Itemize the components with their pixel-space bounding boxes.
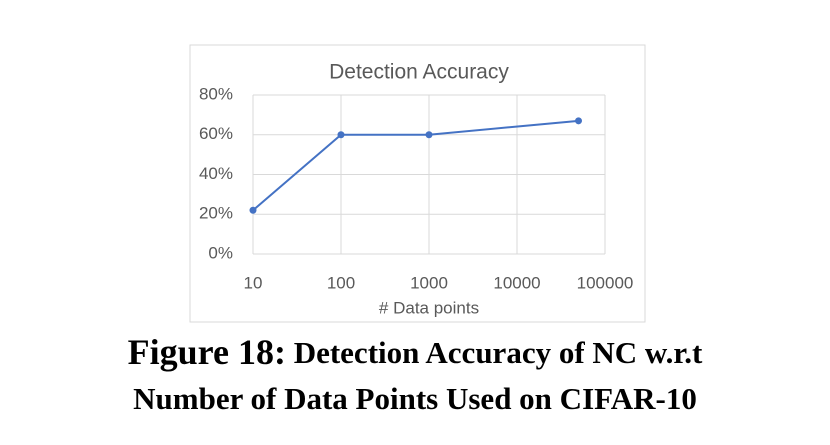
y-tick-label: 40% bbox=[199, 164, 233, 183]
data-point bbox=[337, 131, 345, 139]
chart-title: Detection Accuracy bbox=[329, 61, 509, 84]
caption-line-2: Number of Data Points Used on CIFAR-10 bbox=[133, 381, 697, 416]
y-tick-label: 80% bbox=[199, 84, 233, 103]
series-line bbox=[252, 119, 579, 212]
y-tick-label: 60% bbox=[199, 124, 233, 143]
x-tick-label: 1000 bbox=[410, 273, 448, 292]
caption-text: Detection Accuracy of NC w.r.t bbox=[294, 335, 703, 370]
x-tick-label: 10 bbox=[244, 273, 263, 292]
chart-frame bbox=[189, 44, 646, 323]
data-point bbox=[425, 131, 433, 139]
plot: 0% 20% 40% 60% 80% 10 100 1000 10000 100000 bbox=[199, 84, 633, 292]
x-tick-label: 100 bbox=[327, 273, 355, 292]
caption-line-1: Figure 18: Detection Accuracy of NC w.r.… bbox=[128, 332, 703, 372]
x-tick-label: 100000 bbox=[577, 273, 634, 292]
x-tick-label: 10000 bbox=[493, 273, 540, 292]
x-axis-label: # Data points bbox=[379, 298, 479, 317]
data-point bbox=[249, 206, 257, 214]
data-point bbox=[575, 117, 583, 125]
y-tick-label: 0% bbox=[208, 243, 233, 262]
caption-label: Figure 18: bbox=[128, 332, 286, 372]
y-tick-label: 20% bbox=[199, 204, 233, 223]
